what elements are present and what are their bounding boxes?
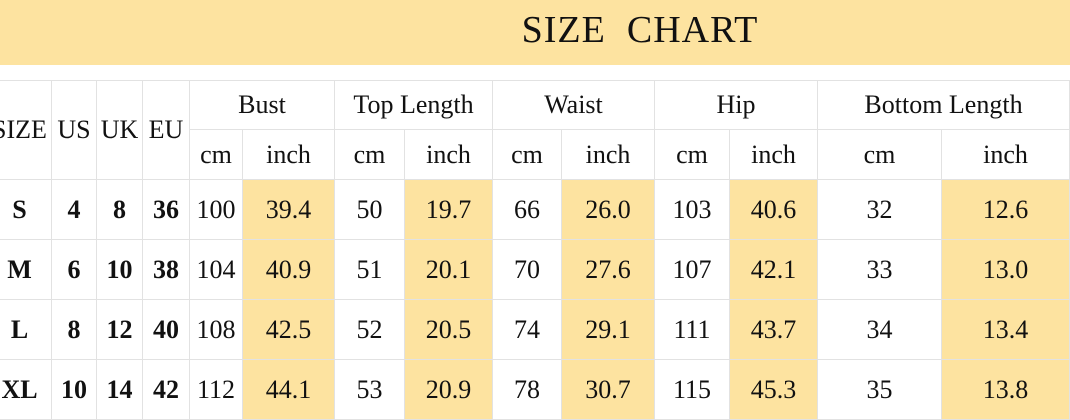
table-cell: S bbox=[0, 180, 52, 240]
table-cell: 53 bbox=[335, 360, 405, 420]
column-header: EU bbox=[143, 80, 190, 180]
table-cell: 66 bbox=[493, 180, 562, 240]
table-cell: 108 bbox=[190, 300, 243, 360]
table-cell: 10 bbox=[97, 240, 143, 300]
title: SIZE CHART bbox=[521, 9, 759, 51]
table-cell: 100 bbox=[190, 180, 243, 240]
column-header: SIZE bbox=[0, 80, 52, 180]
table-cell: 42.5 bbox=[243, 300, 335, 360]
group-header: Bottom Length bbox=[818, 80, 1070, 130]
table-cell: 45.3 bbox=[730, 360, 818, 420]
column-header: US bbox=[52, 80, 97, 180]
table-cell: 111 bbox=[655, 300, 730, 360]
table-cell: 42.1 bbox=[730, 240, 818, 300]
table-cell: 35 bbox=[818, 360, 942, 420]
table-cell: 12.6 bbox=[942, 180, 1070, 240]
table-cell: 30.7 bbox=[562, 360, 655, 420]
table-cell: 27.6 bbox=[562, 240, 655, 300]
table-cell: 34 bbox=[818, 300, 942, 360]
table-cell: 8 bbox=[52, 300, 97, 360]
table-cell: 40 bbox=[143, 300, 190, 360]
table-cell: 103 bbox=[655, 180, 730, 240]
unit-header: cm bbox=[655, 130, 730, 180]
table-cell: 70 bbox=[493, 240, 562, 300]
table-cell: 40.6 bbox=[730, 180, 818, 240]
unit-header: inch bbox=[405, 130, 493, 180]
table-cell: 13.0 bbox=[942, 240, 1070, 300]
table-cell: L bbox=[0, 300, 52, 360]
table-cell: 6 bbox=[52, 240, 97, 300]
table-cell: 107 bbox=[655, 240, 730, 300]
table-cell: 50 bbox=[335, 180, 405, 240]
column-header: UK bbox=[97, 80, 143, 180]
table-cell: 19.7 bbox=[405, 180, 493, 240]
table-cell: 4 bbox=[52, 180, 97, 240]
group-header: Top Length bbox=[335, 80, 493, 130]
group-header: Bust bbox=[190, 80, 335, 130]
title-bar: SIZE CHART bbox=[0, 0, 1070, 65]
table-cell: 52 bbox=[335, 300, 405, 360]
table-cell: 40.9 bbox=[243, 240, 335, 300]
table-cell: 20.1 bbox=[405, 240, 493, 300]
unit-header: inch bbox=[243, 130, 335, 180]
table-cell: 20.9 bbox=[405, 360, 493, 420]
table-cell: 12 bbox=[97, 300, 143, 360]
table-cell: 13.4 bbox=[942, 300, 1070, 360]
table-cell: 104 bbox=[190, 240, 243, 300]
table-cell: 43.7 bbox=[730, 300, 818, 360]
table-cell: 112 bbox=[190, 360, 243, 420]
table-cell: 42 bbox=[143, 360, 190, 420]
table-cell: 51 bbox=[335, 240, 405, 300]
table-cell: M bbox=[0, 240, 52, 300]
group-header: Hip bbox=[655, 80, 818, 130]
table-cell: 32 bbox=[818, 180, 942, 240]
unit-header: cm bbox=[190, 130, 243, 180]
table-cell: 10 bbox=[52, 360, 97, 420]
table-cell: 74 bbox=[493, 300, 562, 360]
table-cell: 26.0 bbox=[562, 180, 655, 240]
table-cell: 115 bbox=[655, 360, 730, 420]
table-cell: 29.1 bbox=[562, 300, 655, 360]
unit-header: cm bbox=[493, 130, 562, 180]
table-cell: 39.4 bbox=[243, 180, 335, 240]
table-cell: 78 bbox=[493, 360, 562, 420]
table-cell: 33 bbox=[818, 240, 942, 300]
unit-header: cm bbox=[335, 130, 405, 180]
table-cell: 20.5 bbox=[405, 300, 493, 360]
group-header: Waist bbox=[493, 80, 655, 130]
table-cell: 8 bbox=[97, 180, 143, 240]
unit-header: inch bbox=[562, 130, 655, 180]
unit-header: inch bbox=[942, 130, 1070, 180]
table-cell: 38 bbox=[143, 240, 190, 300]
table-cell: 44.1 bbox=[243, 360, 335, 420]
unit-header: cm bbox=[818, 130, 942, 180]
table-cell: 13.8 bbox=[942, 360, 1070, 420]
unit-header: inch bbox=[730, 130, 818, 180]
table-cell: 14 bbox=[97, 360, 143, 420]
table-cell: 36 bbox=[143, 180, 190, 240]
table-cell: XL bbox=[0, 360, 52, 420]
